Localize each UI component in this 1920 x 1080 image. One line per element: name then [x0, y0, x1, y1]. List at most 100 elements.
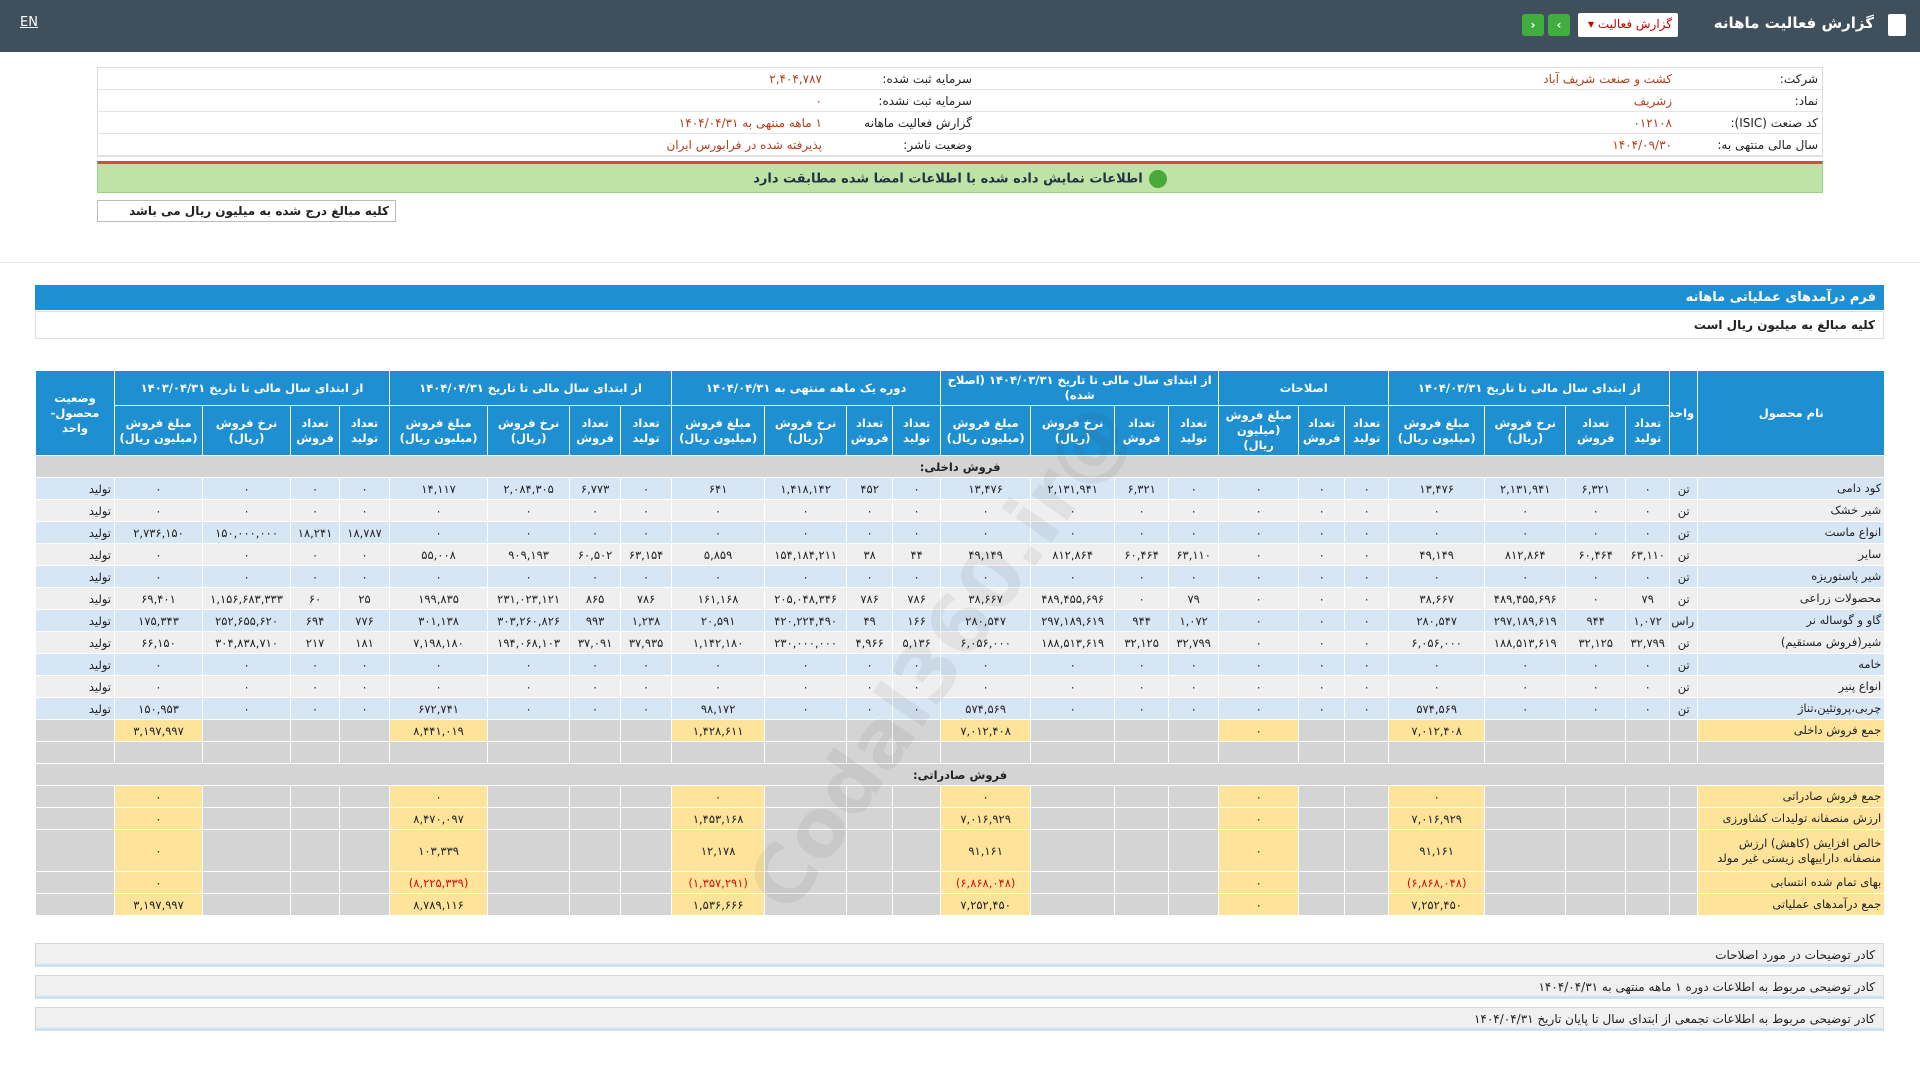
group-header: دوره یک ماهه منتهی به ۱۴۰۴/۰۴/۳۱ — [671, 370, 942, 406]
value-cell: ۷,۱۹۸,۱۸۰ — [389, 631, 489, 654]
empty-cell — [846, 871, 894, 894]
language-link[interactable]: EN — [20, 15, 38, 30]
value-cell: ۰ — [1218, 477, 1300, 500]
value-cell: ۰ — [487, 653, 571, 676]
empty-cell — [1168, 893, 1220, 916]
value-cell: ۲۵ — [339, 587, 391, 610]
empty-cell — [1484, 719, 1567, 742]
value-cell: ۱۰۳,۳۳۹ — [389, 829, 489, 872]
value-cell: ۶۴۱ — [671, 477, 766, 500]
product-row: چربی،پروتئین،تناژ تن ۰ ۰ ۰ ۵۷۴,۵۶۹ ۰ ۰ ۰ ۰ ۰ ۰ ۵۷۴,۵… — [35, 697, 1886, 720]
value-cell: ۰ — [113, 675, 204, 698]
section-label: فروش داخلی: — [34, 455, 1886, 478]
value-cell: ۰ — [1388, 499, 1486, 522]
value-cell: ۲۸۰,۵۴۷ — [1388, 609, 1486, 632]
column-header: تعداد فروش — [569, 405, 622, 456]
value-cell: ۰ — [569, 697, 622, 720]
value-cell: ۱,۵۳۶,۶۶۶ — [671, 893, 766, 916]
prev-button[interactable]: ‹ — [1522, 14, 1544, 36]
value-cell: ۰ — [1218, 893, 1300, 916]
value-cell: ۰ — [339, 675, 391, 698]
value-cell: ۳۰۱,۱۳۸ — [389, 609, 489, 632]
value-cell: ۷۸۶ — [846, 587, 894, 610]
empty-cell — [764, 785, 848, 808]
value-cell: ۱,۰۷۲ — [1168, 609, 1220, 632]
value-cell: ۸,۴۴۱,۰۱۹ — [389, 719, 489, 742]
empty-cell — [620, 741, 673, 764]
value-cell: ۰ — [764, 675, 848, 698]
value-cell: ۰ — [1484, 675, 1567, 698]
value-cell: ۰ — [1344, 477, 1390, 500]
empty-cell — [620, 807, 673, 830]
value-cell: ۰ — [764, 565, 848, 588]
product-name: چربی،پروتئین،تناژ — [1697, 697, 1886, 720]
blank-row — [35, 741, 1886, 764]
info-label: نماد: — [1794, 94, 1818, 108]
value-cell: ۱۸,۷۸۷ — [339, 521, 391, 544]
value-cell: ۰ — [290, 653, 341, 676]
value-cell: ۰ — [940, 499, 1032, 522]
empty-cell — [290, 719, 341, 742]
value-cell: ۰ — [1388, 565, 1486, 588]
unit: راس — [1669, 609, 1699, 632]
value-cell: ۲۹۷,۱۸۹,۶۱۹ — [1484, 609, 1567, 632]
value-cell: ۰ — [1218, 829, 1300, 872]
value-cell: ۰ — [940, 675, 1032, 698]
value-cell: ۵,۱۳۶ — [892, 631, 942, 654]
value-cell: ۰ — [671, 675, 766, 698]
empty-cell — [1114, 871, 1170, 894]
empty-cell — [764, 741, 848, 764]
column-header: نرخ فروش (ریال) — [1484, 405, 1567, 456]
value-cell: ۰ — [620, 477, 673, 500]
value-cell: ۴۹,۱۴۹ — [940, 543, 1032, 566]
product-name: جمع فروش داخلی — [1697, 719, 1886, 742]
value-cell: ۰ — [290, 477, 341, 500]
value-cell: ۰ — [339, 543, 391, 566]
value-cell: ۰ — [620, 675, 673, 698]
value-cell: ۰ — [764, 499, 848, 522]
empty-cell — [1625, 893, 1671, 916]
value-cell: ۰ — [892, 521, 942, 544]
column-header: تعداد تولید — [1625, 405, 1671, 456]
value-cell: ۰ — [113, 499, 204, 522]
column-header: مبلغ فروش (میلیون ریال) — [1218, 405, 1300, 456]
value-cell: ۷۹ — [1168, 587, 1220, 610]
value-cell: ۰ — [1344, 631, 1390, 654]
product-name: جمع درآمدهای عملیاتی — [1697, 893, 1886, 916]
value-cell: ۷,۲۵۲,۴۵۰ — [940, 893, 1032, 916]
value-cell: ۹۰۹,۱۹۳ — [487, 543, 571, 566]
top-bar: گزارش فعالیت ماهانه گزارش فعالیت ▾ › ‹ E… — [0, 0, 1920, 52]
empty-cell — [620, 719, 673, 742]
product-name: شیر خشک — [1697, 499, 1886, 522]
header-row: نام محصول واحد از ابتدای سال مالی تا تاریخ… — [35, 370, 1886, 456]
column-header: تعداد فروش — [846, 405, 894, 456]
group-header: از ابتدای سال مالی تا تاریخ ۱۴۰۴/۰۳/۳۱ — [1388, 370, 1671, 406]
value-cell: ۱۴,۱۱۷ — [389, 477, 489, 500]
empty-cell — [339, 785, 391, 808]
product-name: خامه — [1697, 653, 1886, 676]
value-cell: ۱۹۴,۰۶۸,۱۰۳ — [487, 631, 571, 654]
empty-cell — [1388, 741, 1486, 764]
next-button[interactable]: › — [1548, 14, 1570, 36]
empty-cell — [1669, 871, 1699, 894]
value-cell: ۰ — [389, 499, 489, 522]
value-cell: ۰ — [113, 785, 204, 808]
value-cell: ۰ — [113, 829, 204, 872]
value-cell: ۰ — [1218, 807, 1300, 830]
value-cell: ۰ — [339, 477, 391, 500]
report-dropdown[interactable]: گزارش فعالیت ▾ — [1578, 13, 1678, 37]
empty-cell — [1030, 807, 1116, 830]
value-cell: ۰ — [113, 477, 204, 500]
value-cell: ۰ — [764, 521, 848, 544]
comment-box: کادر توضیحی مربوط به اطلاعات دوره ۱ ماهه… — [35, 975, 1884, 999]
value-cell: ۷۸۶ — [620, 587, 673, 610]
empty-cell — [487, 741, 571, 764]
column-header: مبلغ فروش (میلیون ریال) — [113, 405, 204, 456]
unit: تن — [1669, 653, 1699, 676]
column-header: نرخ فروش (ریال) — [202, 405, 292, 456]
empty-cell — [671, 741, 766, 764]
value-cell: ۴۹,۱۴۹ — [1388, 543, 1486, 566]
value-cell: ۱۶۱,۱۶۸ — [671, 587, 766, 610]
value-cell: ۰ — [1168, 697, 1220, 720]
